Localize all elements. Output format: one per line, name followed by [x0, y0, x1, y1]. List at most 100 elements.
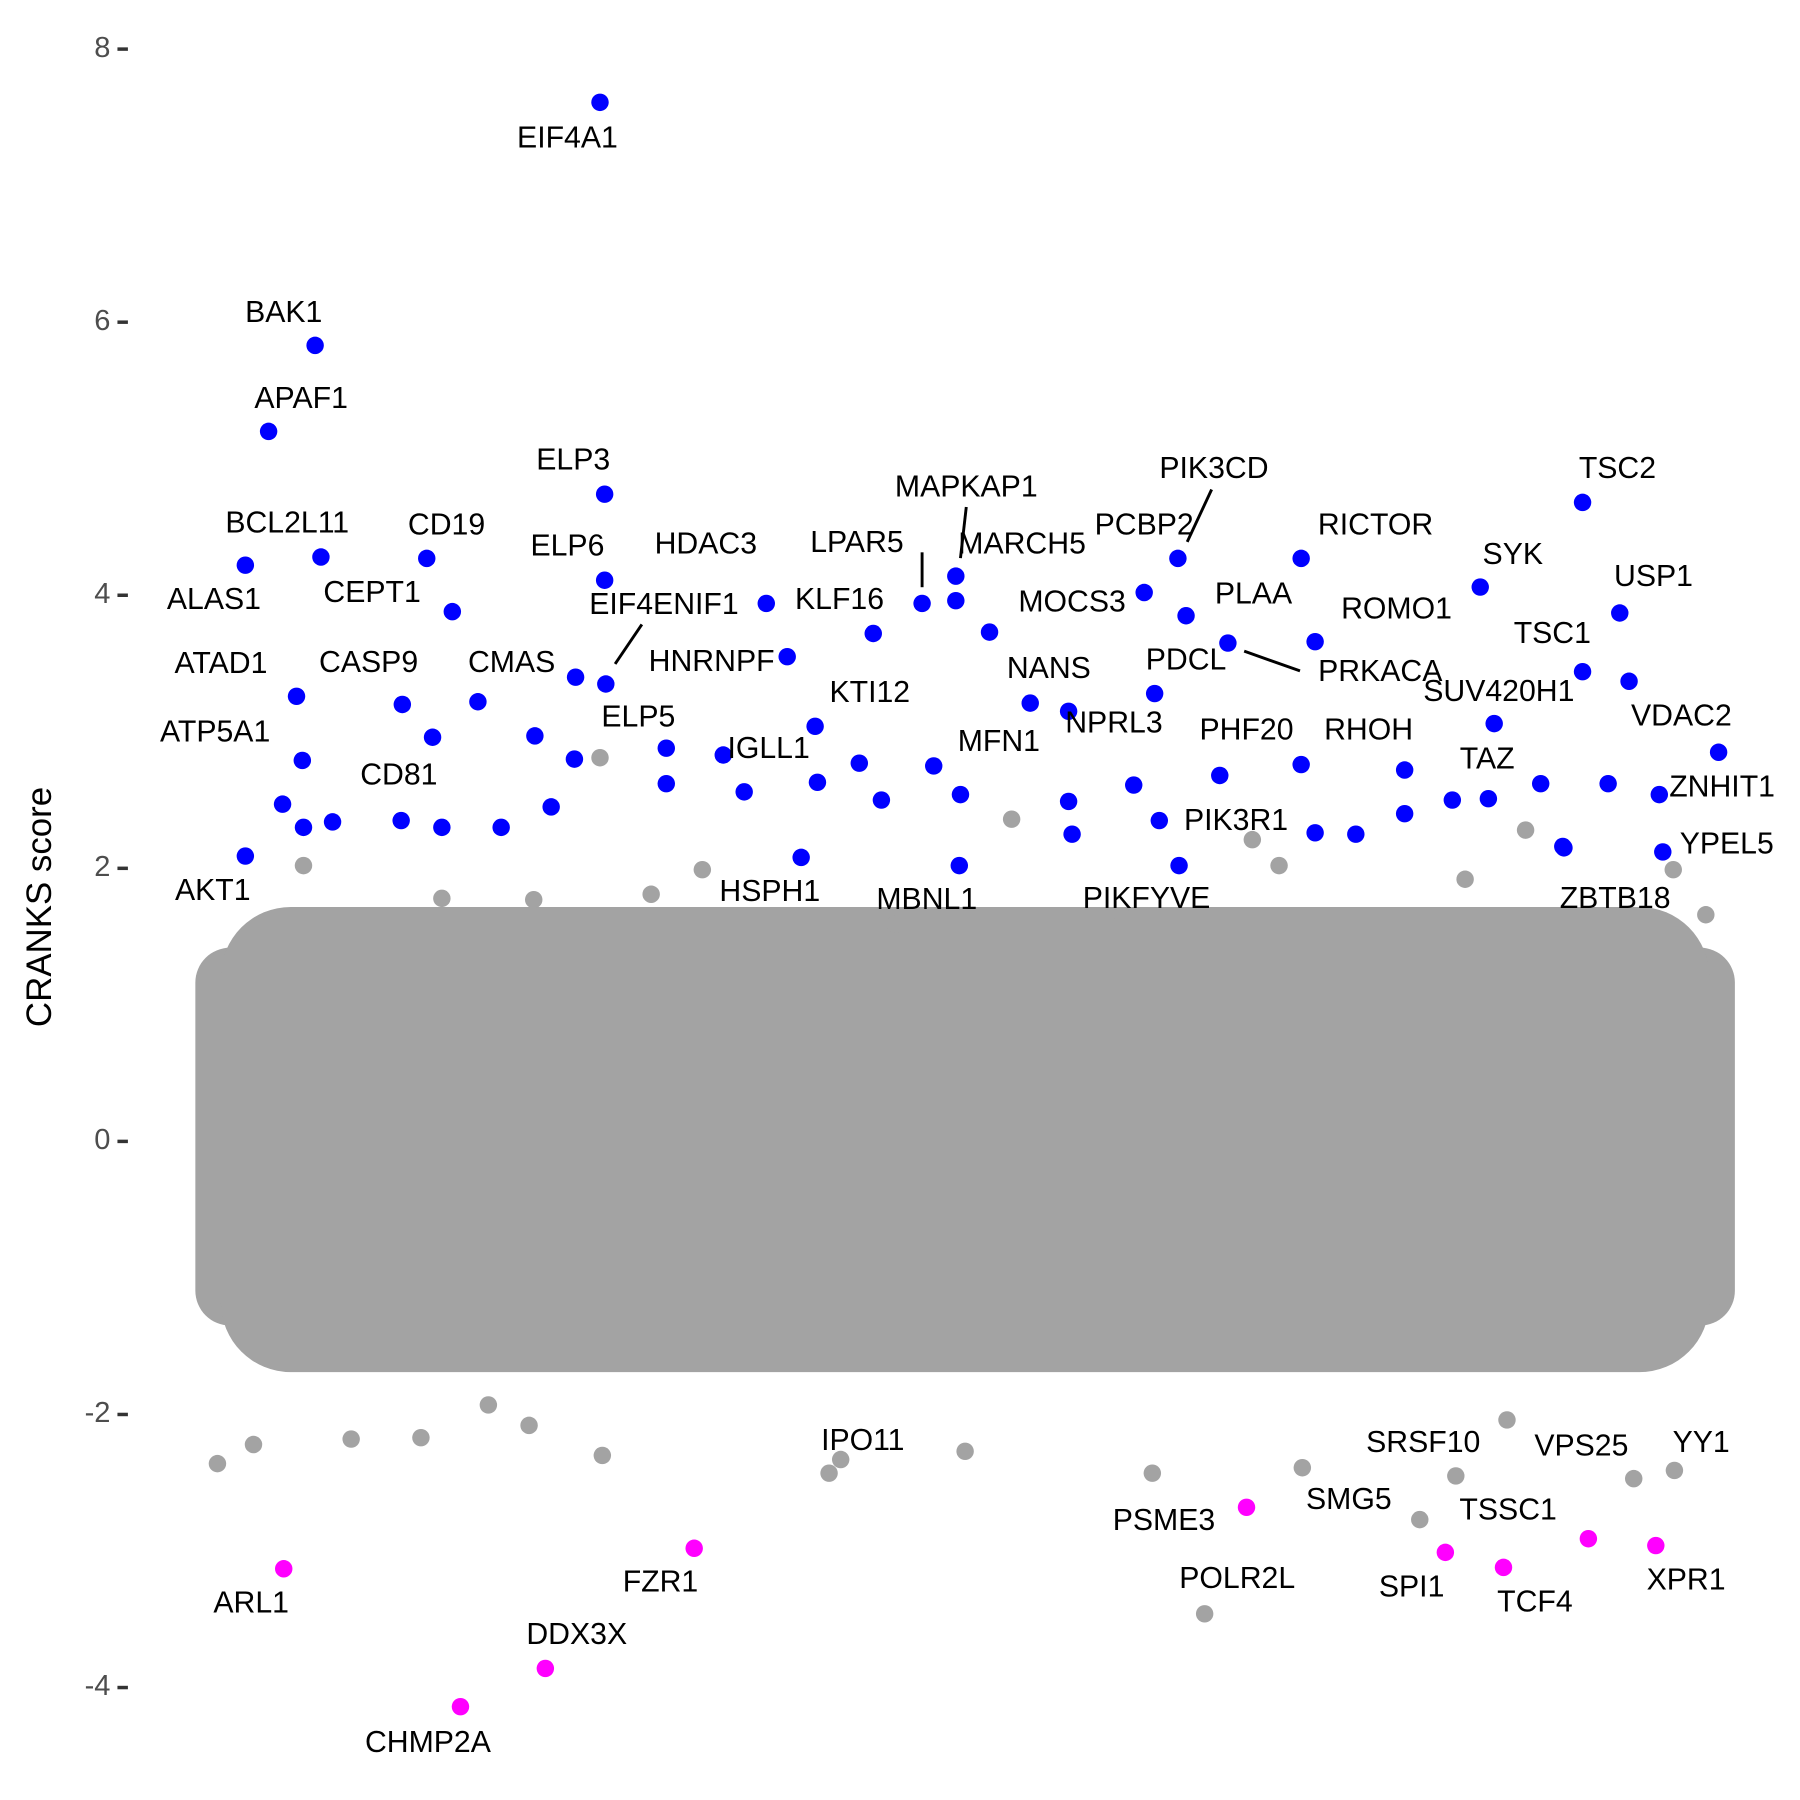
- point-label: TCF4: [1497, 1585, 1573, 1618]
- connector: [1243, 649, 1301, 673]
- point: [1293, 1458, 1312, 1477]
- point: [1599, 774, 1617, 793]
- point-label: XPR1: [1647, 1563, 1726, 1596]
- y-tick-label: 2: [94, 851, 110, 883]
- point: [536, 1659, 555, 1678]
- point: [1620, 672, 1638, 690]
- point-label: SRSF10: [1366, 1426, 1480, 1459]
- point-label: DDX3X: [526, 1618, 627, 1651]
- point: [566, 668, 585, 686]
- point: [925, 757, 943, 775]
- point: [323, 813, 342, 831]
- point-label: HDAC3: [655, 527, 757, 560]
- point: [1625, 1469, 1643, 1488]
- point: [293, 751, 312, 770]
- point-label: MOCS3: [1018, 585, 1125, 618]
- point: [433, 818, 451, 837]
- point: [1114, 908, 1132, 927]
- point: [1447, 1467, 1465, 1485]
- point: [1059, 792, 1078, 811]
- marks: [208, 93, 1728, 1716]
- y-tick-label: 4: [94, 578, 110, 610]
- point: [275, 1560, 293, 1578]
- point: [1654, 843, 1672, 861]
- point-label: EIF4A1: [517, 122, 618, 155]
- point: [1021, 694, 1039, 712]
- point-label: YPEL5: [1680, 827, 1774, 860]
- point: [886, 915, 905, 934]
- point: [1306, 632, 1324, 651]
- point: [1456, 870, 1474, 888]
- point: [1292, 549, 1310, 568]
- point-label: PIK3CD: [1159, 452, 1268, 485]
- labels: IPO11 SRSF10 SMG5 TSSC1 YY1 POLR2L EIF4A1 BAK1 A…: [160, 122, 1775, 1760]
- point: [980, 623, 999, 641]
- point: [947, 567, 965, 585]
- point-label: PCBP2: [1095, 509, 1194, 542]
- point: [1125, 776, 1143, 794]
- point: [294, 856, 313, 875]
- point-label: ARL1: [213, 1587, 289, 1620]
- point-label: HNRNPF: [649, 645, 775, 678]
- point: [520, 1416, 538, 1435]
- y-tick-label: 8: [94, 32, 110, 64]
- point-label: SUV420H1: [1423, 675, 1574, 708]
- point-label: IGLL1: [727, 732, 809, 765]
- point: [1306, 824, 1324, 842]
- point: [1135, 583, 1153, 602]
- point-label: PIK3R1: [1184, 804, 1288, 837]
- point: [418, 549, 436, 568]
- point: [479, 1396, 498, 1414]
- point: [956, 1442, 974, 1461]
- point-label: CD19: [408, 509, 485, 542]
- point: [1169, 549, 1187, 568]
- point: [306, 336, 324, 355]
- point-label: BCL2L11: [225, 506, 349, 539]
- point-label: EIF4ENIF1: [589, 588, 738, 621]
- point-label: SPI1: [1379, 1570, 1445, 1603]
- point: [1237, 1498, 1256, 1517]
- point: [808, 773, 827, 792]
- point-label: RICTOR: [1318, 509, 1433, 542]
- point: [1498, 1411, 1516, 1429]
- point: [1347, 825, 1365, 843]
- point: [1395, 761, 1414, 779]
- point: [1697, 906, 1715, 924]
- point: [1664, 860, 1682, 879]
- point-label: SMG5: [1306, 1483, 1392, 1516]
- point: [1573, 493, 1592, 512]
- point-label: NPRL3: [1065, 706, 1162, 739]
- point-label: AKT1: [175, 874, 251, 907]
- point: [392, 811, 410, 830]
- point: [593, 1446, 612, 1465]
- point: [1611, 604, 1629, 622]
- y-tick-label: -4: [85, 1670, 111, 1702]
- point: [236, 556, 255, 574]
- point: [595, 571, 614, 589]
- point: [342, 1430, 360, 1448]
- y-tick-label: 0: [94, 1124, 110, 1156]
- point: [1573, 662, 1592, 681]
- point-label: POLR2L: [1179, 1562, 1295, 1595]
- point: [1211, 766, 1229, 785]
- point: [1516, 821, 1535, 839]
- point: [294, 818, 313, 837]
- point-label: CASP9: [319, 646, 418, 679]
- point: [591, 749, 609, 767]
- point: [595, 485, 614, 503]
- point: [1579, 1529, 1598, 1548]
- point-label: LPAR5: [810, 526, 904, 559]
- point: [657, 739, 675, 757]
- point: [451, 1697, 470, 1716]
- point-label: KTI12: [829, 676, 910, 709]
- point: [820, 1464, 838, 1482]
- point-label: NANS: [1007, 652, 1091, 685]
- point: [1709, 743, 1728, 761]
- point: [1195, 1605, 1214, 1623]
- point: [947, 591, 965, 610]
- point: [642, 885, 660, 903]
- point: [950, 856, 969, 875]
- point: [393, 695, 412, 714]
